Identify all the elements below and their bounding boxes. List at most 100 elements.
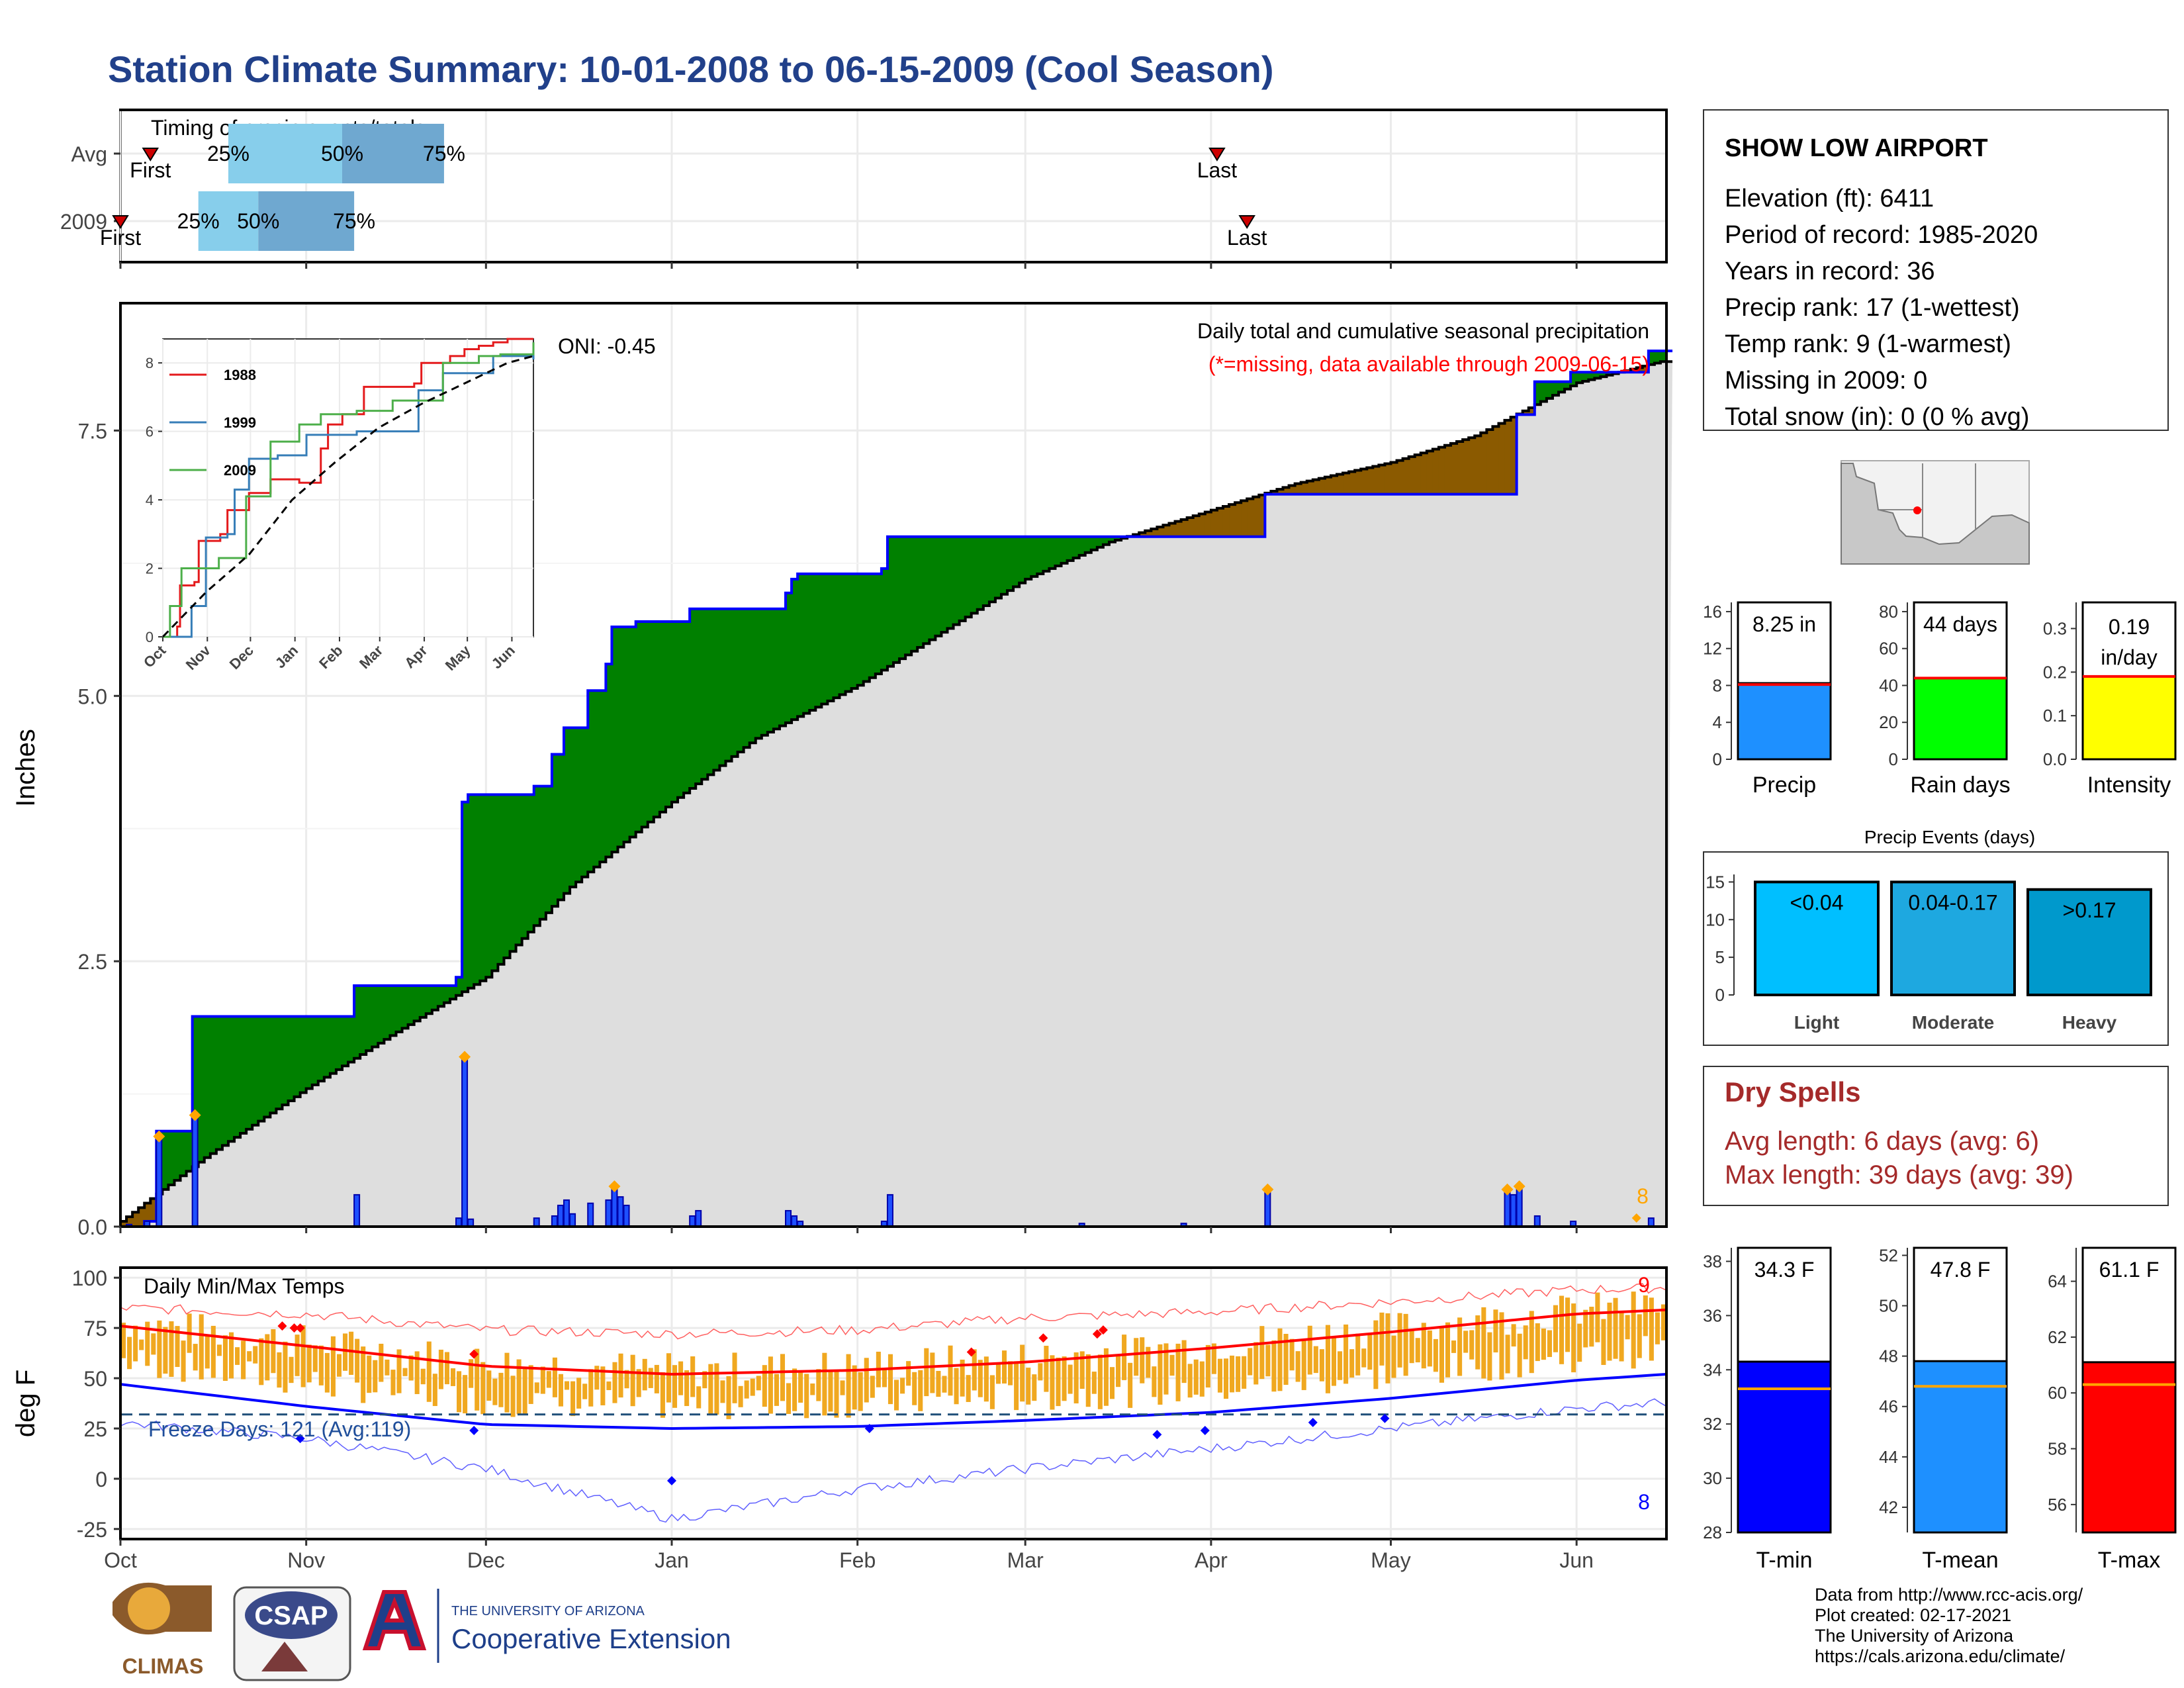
daily-temp-range-bar (1463, 1331, 1469, 1353)
average-cumulative-line (120, 360, 1673, 1223)
summary-bar-tick-label: 4 (1713, 712, 1722, 732)
below-average-region (1145, 530, 1152, 537)
daily-temp-range-bar (1205, 1344, 1210, 1388)
daily-temp-range-bar (1181, 1340, 1187, 1383)
above-average-region (276, 1016, 283, 1109)
above-average-region (564, 727, 570, 894)
above-average-region (449, 986, 457, 1000)
above-average-region (1055, 536, 1062, 566)
daily-temp-range-bar (858, 1372, 863, 1411)
daily-temp-range-bar (600, 1366, 606, 1405)
below-average-region (1306, 481, 1314, 494)
daily-temp-range-bar (426, 1341, 432, 1402)
daily-temp-range-bar (983, 1356, 989, 1402)
temp-y-tick-label: 100 (72, 1266, 107, 1290)
daily-temp-range-bar (241, 1340, 246, 1380)
daily-temp-range-bar (1068, 1364, 1073, 1394)
below-average-region (1480, 432, 1487, 494)
month-label: Apr (1195, 1548, 1228, 1572)
below-average-region (1271, 491, 1278, 494)
timing-row-Avg-bar-50-75 (342, 124, 444, 183)
daily-temp-range-bar (852, 1365, 857, 1410)
daily-temp-range-bar (193, 1344, 198, 1371)
below-average-region (144, 1203, 151, 1221)
daily-temp-range-bar (1122, 1335, 1127, 1380)
temp-bar-value (1913, 1360, 2008, 1534)
below-average-region (1367, 467, 1373, 494)
station-info-panel: SHOW LOW AIRPORT Elevation (ft): 6411 Per… (1703, 109, 2169, 431)
below-average-region (1157, 527, 1164, 537)
precip-y-label: Inches (11, 729, 40, 807)
dry-spells-max: Max length: 39 days (avg: 39) (1725, 1160, 2073, 1190)
ua-small-text: THE UNIVERSITY OF ARIZONA (451, 1604, 645, 1618)
precip-panel: 0.0 2.5 5.0 7.5 Inches Daily total and cumu… (11, 302, 1673, 1239)
missing-marker (1631, 1213, 1641, 1223)
last-label: Last (1197, 158, 1238, 182)
below-average-region (138, 1207, 145, 1227)
daily-temp-range-bar (121, 1323, 126, 1358)
above-average-region (504, 794, 511, 958)
event-bar-moderate (1890, 880, 2016, 996)
above-average-region (690, 608, 696, 789)
daily-temp-range-bar (408, 1355, 414, 1381)
above-average-region (983, 536, 990, 606)
daily-temp-range-bar (528, 1365, 533, 1404)
freeze-days-label: Freeze Days: 121 (Avg:119) (148, 1417, 411, 1441)
daily-precip-bar (623, 1204, 630, 1227)
temp-bar-tick-label: 32 (1703, 1414, 1722, 1434)
event-bar-label: <0.04 (1790, 890, 1844, 914)
above-average-region (390, 986, 397, 1036)
daily-temp-range-bar (1319, 1349, 1324, 1382)
above-average-region (617, 627, 625, 847)
above-average-region (1109, 536, 1116, 542)
inset-legend-label: 1988 (224, 367, 256, 383)
above-average-region (1600, 372, 1608, 377)
above-average-region (366, 986, 373, 1051)
below-average-region (1636, 367, 1643, 373)
below-average-region (1241, 500, 1248, 537)
daily-precip-bar (1516, 1186, 1523, 1228)
below-average-region (1277, 489, 1284, 494)
daily-temp-range-bar (1517, 1333, 1522, 1378)
climas-logo: CLIMAS (113, 1582, 212, 1678)
daily-temp-range-bar (1631, 1291, 1636, 1369)
above-average-region (653, 622, 660, 818)
daily-temp-range-bar (438, 1349, 443, 1389)
daily-temp-range-bar (804, 1374, 809, 1419)
month-label: Nov (287, 1548, 325, 1572)
daily-temp-range-bar (816, 1369, 821, 1401)
event-bar-light (1754, 880, 1880, 996)
daily-temp-range-bar (768, 1356, 773, 1414)
above-average-region (863, 573, 870, 682)
daily-temp-range-bar (450, 1368, 456, 1386)
daily-temp-range-bar (504, 1352, 510, 1413)
above-average-region (1648, 351, 1655, 365)
station-line: Total snow (in): 0 (0 % avg) (1725, 403, 2029, 431)
events-tick-label: 15 (1706, 872, 1725, 892)
daily-temp-range-bar (1325, 1325, 1330, 1393)
daily-temp-range-bar (1583, 1309, 1588, 1348)
record-high-marker (1092, 1329, 1102, 1339)
daily-temp-range-bar (1397, 1313, 1402, 1368)
above-average-region (533, 786, 541, 926)
daily-temp-range-bar (1265, 1344, 1271, 1377)
summary-bar-text: 8.25 in (1752, 612, 1816, 636)
above-average-region (462, 802, 469, 992)
daily-temp-range-bar (1307, 1325, 1312, 1375)
daily-temp-range-bar (1062, 1356, 1067, 1401)
above-average-region (306, 1016, 313, 1089)
daily-temp-range-bar (295, 1335, 300, 1376)
dry-spells-panel: Dry Spells Avg length: 6 days (avg: 6) M… (1703, 1066, 2169, 1206)
daily-temp-range-bar (732, 1352, 737, 1403)
above-average-region (851, 573, 858, 688)
above-average-region (300, 1016, 307, 1093)
station-line: Years in record: 36 (1725, 258, 1935, 285)
above-average-region (647, 622, 655, 822)
above-average-region (342, 1016, 349, 1066)
above-average-region (192, 1016, 199, 1167)
daily-temp-range-bar (1361, 1348, 1367, 1368)
daily-temp-range-bar (355, 1338, 360, 1383)
daily-temp-range-bar (343, 1333, 348, 1371)
below-average-region (1349, 471, 1355, 494)
above-average-region (600, 690, 606, 863)
